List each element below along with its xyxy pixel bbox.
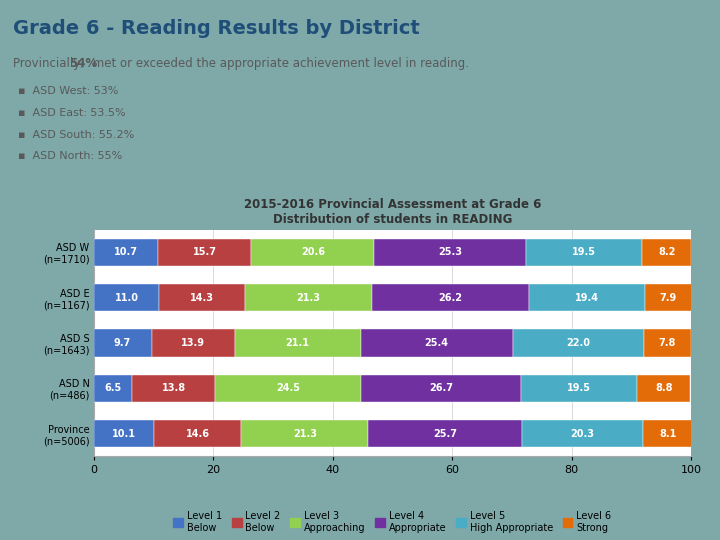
Bar <box>361 375 521 402</box>
Bar <box>158 239 251 266</box>
Text: Provincially,: Provincially, <box>13 57 88 70</box>
Text: 11.0: 11.0 <box>114 293 138 302</box>
Text: 20.6: 20.6 <box>301 247 325 257</box>
Text: ▪  ASD East: 53.5%: ▪ ASD East: 53.5% <box>18 108 125 118</box>
Bar <box>644 329 690 356</box>
Text: ▪  ASD North: 55%: ▪ ASD North: 55% <box>18 151 122 161</box>
Text: 21.3: 21.3 <box>293 429 317 438</box>
Bar <box>361 329 513 356</box>
Text: 13.8: 13.8 <box>161 383 186 393</box>
Text: 24.5: 24.5 <box>276 383 300 393</box>
Text: ▪  ASD West: 53%: ▪ ASD West: 53% <box>18 86 118 97</box>
Bar <box>374 239 526 266</box>
Text: 14.6: 14.6 <box>186 429 210 438</box>
Bar <box>94 420 154 447</box>
Text: 10.1: 10.1 <box>112 429 136 438</box>
Bar <box>94 284 159 311</box>
Text: 19.4: 19.4 <box>575 293 598 302</box>
Bar <box>152 329 235 356</box>
Text: 25.7: 25.7 <box>433 429 457 438</box>
Bar <box>369 420 522 447</box>
Text: 21.1: 21.1 <box>286 338 310 348</box>
Text: Grade 6 - Reading Results by District: Grade 6 - Reading Results by District <box>13 19 420 38</box>
Text: 10.7: 10.7 <box>114 247 138 257</box>
Text: 7.8: 7.8 <box>659 338 676 348</box>
Bar <box>251 239 374 266</box>
Text: 21.3: 21.3 <box>297 293 320 302</box>
Bar <box>241 420 369 447</box>
Text: 15.7: 15.7 <box>192 247 217 257</box>
Bar <box>94 239 158 266</box>
Text: 9.7: 9.7 <box>114 338 131 348</box>
Bar <box>642 239 691 266</box>
Text: 14.3: 14.3 <box>190 293 214 302</box>
Text: 6.5: 6.5 <box>104 383 122 393</box>
Bar <box>245 284 372 311</box>
Text: 8.1: 8.1 <box>659 429 676 438</box>
Text: 7.9: 7.9 <box>660 293 677 302</box>
Bar <box>637 375 690 402</box>
Text: 8.8: 8.8 <box>655 383 672 393</box>
Bar <box>215 375 361 402</box>
Legend: Level 1
Below, Level 2
Below, Level 3
Approaching, Level 4
Appropriate, Level 5
: Level 1 Below, Level 2 Below, Level 3 Ap… <box>174 511 611 532</box>
Bar <box>644 420 692 447</box>
Text: 19.5: 19.5 <box>572 247 596 257</box>
Text: 26.7: 26.7 <box>429 383 453 393</box>
Bar <box>521 375 637 402</box>
Title: 2015-2016 Provincial Assessment at Grade 6
Distribution of students in READING: 2015-2016 Provincial Assessment at Grade… <box>243 198 541 226</box>
Text: met or exceeded the appropriate achievement level in reading.: met or exceeded the appropriate achievem… <box>89 57 469 70</box>
Bar <box>132 375 215 402</box>
Text: 8.2: 8.2 <box>658 247 675 257</box>
Bar <box>235 329 361 356</box>
Text: 54%: 54% <box>69 57 97 70</box>
Bar <box>526 239 642 266</box>
Text: 25.3: 25.3 <box>438 247 462 257</box>
Bar <box>522 420 644 447</box>
Bar <box>94 375 132 402</box>
Text: ▪  ASD South: 55.2%: ▪ ASD South: 55.2% <box>18 130 134 140</box>
Bar <box>94 329 152 356</box>
Bar <box>513 329 644 356</box>
Text: 25.4: 25.4 <box>425 338 449 348</box>
Text: 22.0: 22.0 <box>566 338 590 348</box>
Text: 20.3: 20.3 <box>571 429 595 438</box>
Bar <box>528 284 644 311</box>
Bar <box>154 420 241 447</box>
Text: 13.9: 13.9 <box>181 338 205 348</box>
Text: 19.5: 19.5 <box>567 383 591 393</box>
Bar <box>644 284 692 311</box>
Bar <box>159 284 245 311</box>
Bar <box>372 284 528 311</box>
Text: 26.2: 26.2 <box>438 293 462 302</box>
